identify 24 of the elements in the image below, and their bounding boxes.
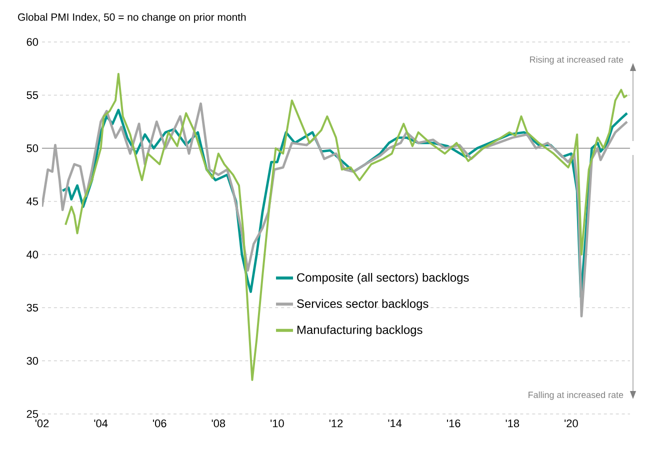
x-tick-label: '16 [447,420,460,428]
y-tick-label: 60 [26,38,38,46]
annotation: Falling at increased rate [528,391,624,400]
chart-title: Global PMI Index, 50 = no change on prior month [18,13,246,23]
y-tick-label: 55 [26,91,38,99]
x-tick-label: '20 [564,420,578,428]
x-tick-label: '14 [388,420,402,428]
legend-label: Manufacturing backlogs [297,325,422,336]
x-tick-label: '08 [212,420,226,428]
legend-label: Composite (all sectors) backlogs [297,272,469,284]
y-tick-label: 25 [26,410,38,418]
y-tick-label: 50 [26,144,38,152]
x-tick-label: '18 [506,420,520,428]
y-tick-label: 40 [26,250,38,258]
y-tick-label: 45 [26,198,38,206]
x-tick-label: '02 [35,420,49,428]
x-tick-label: '10 [270,420,284,428]
x-tick-label: '12 [329,420,343,428]
y-tick-label: 30 [26,356,38,365]
annotation: Rising at increased rate [530,56,624,65]
y-tick-label: 35 [26,304,38,312]
x-tick-label: '04 [94,420,108,428]
legend-label: Services sector backlogs [297,299,428,310]
x-tick-label: '06 [153,420,166,428]
